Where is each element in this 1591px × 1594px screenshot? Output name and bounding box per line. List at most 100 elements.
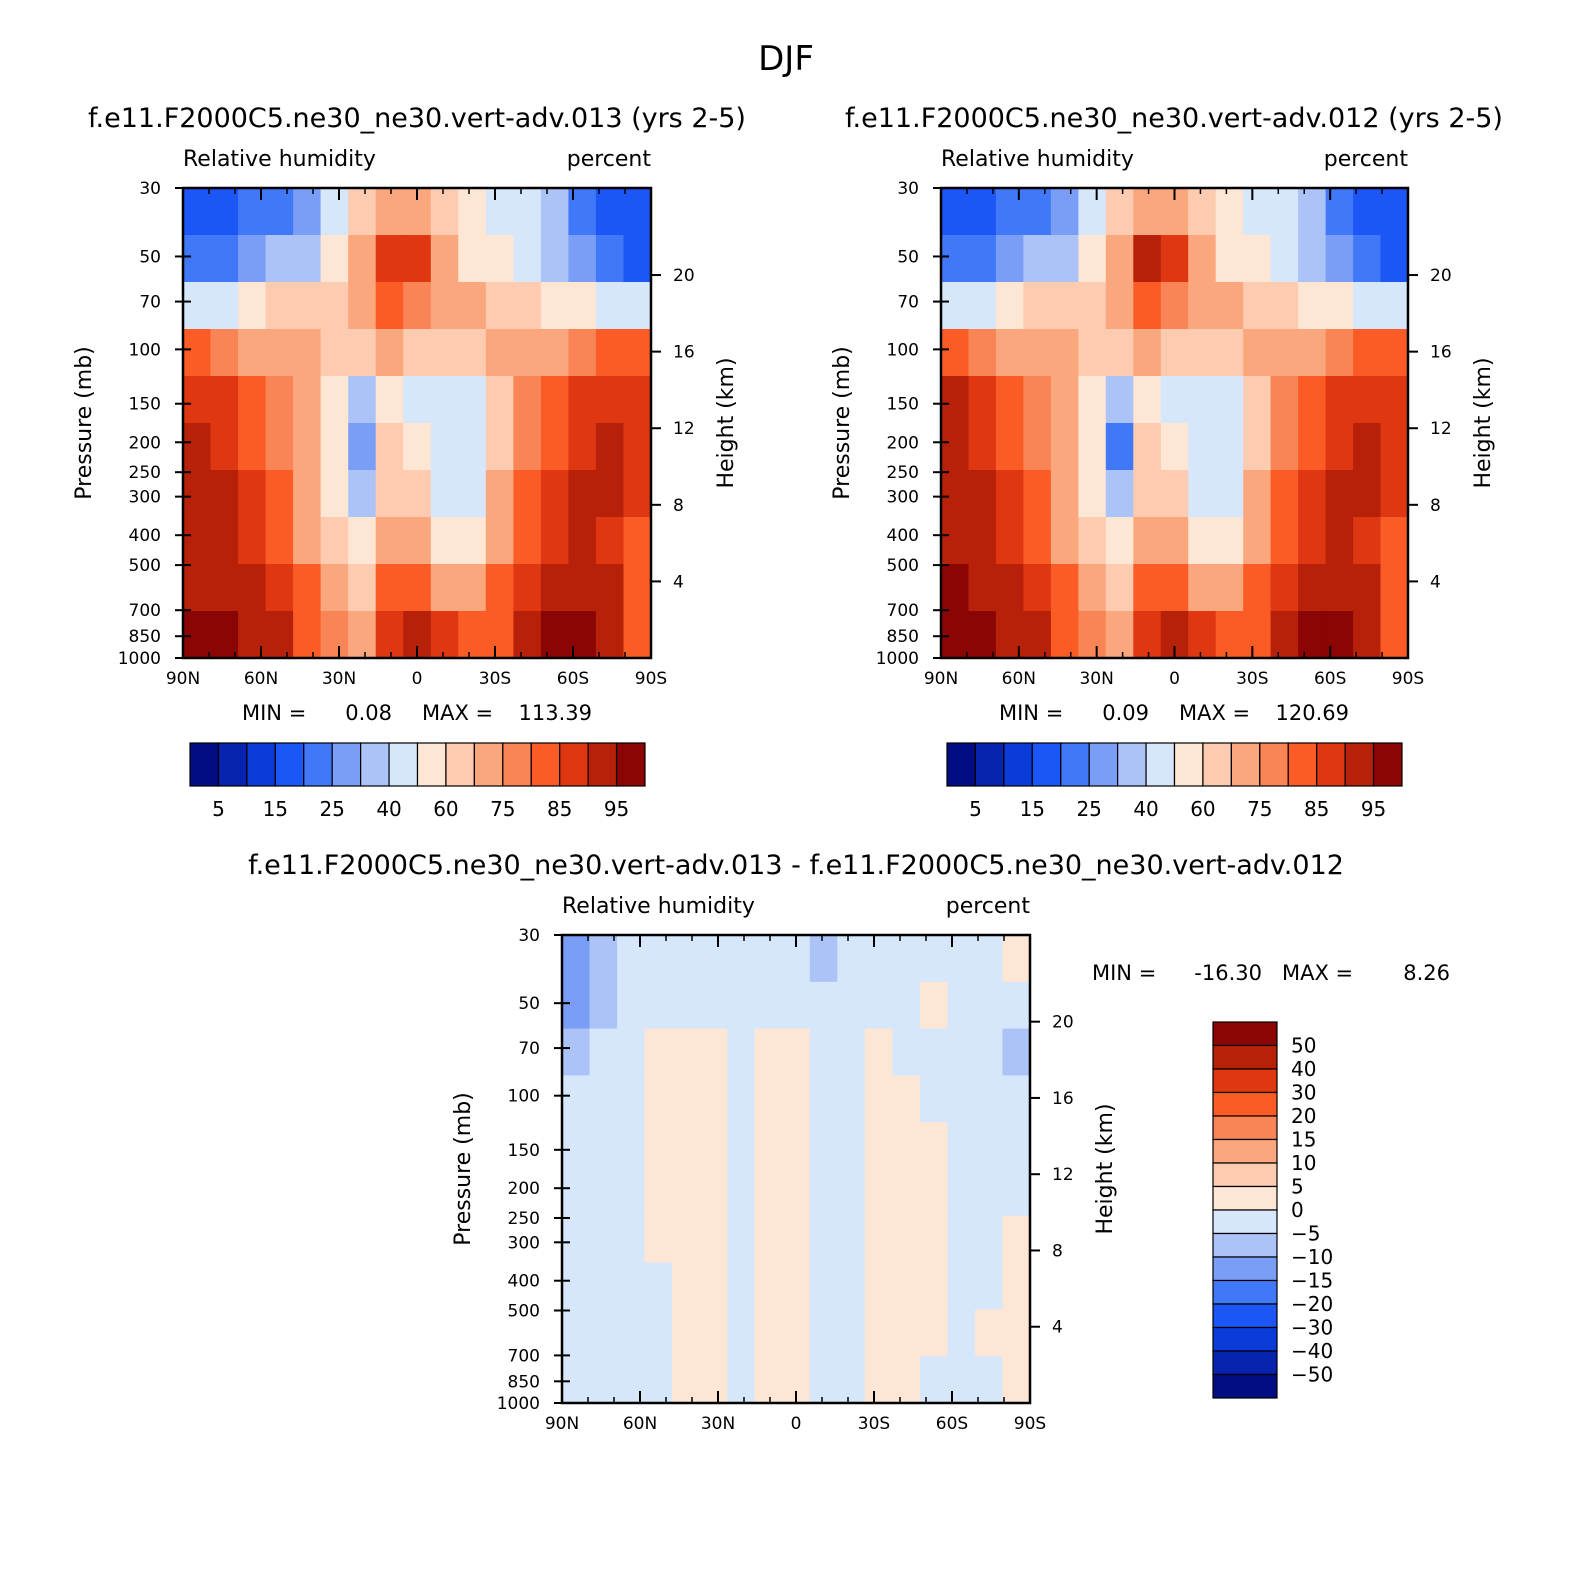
heatmap-cell xyxy=(293,282,322,330)
y-tick-label: 250 xyxy=(887,463,919,483)
heatmap-cell xyxy=(919,1309,948,1357)
heatmap-cell xyxy=(809,1075,838,1123)
heatmap-cell xyxy=(1298,188,1327,236)
heatmap-cell xyxy=(403,376,432,424)
heatmap-cell xyxy=(320,423,349,471)
heatmap-cell xyxy=(919,1122,948,1170)
heatmap-cell xyxy=(919,1215,948,1264)
heatmap-cell xyxy=(892,1309,921,1357)
left-string: Relative humidity xyxy=(562,894,755,919)
colorbar-box xyxy=(1212,1185,1278,1211)
heatmap-cell xyxy=(568,235,597,283)
colorbar-box xyxy=(1212,1350,1278,1376)
heatmap-cell xyxy=(265,188,294,236)
heatmap-cell xyxy=(995,517,1024,565)
heatmap-cell xyxy=(617,1169,646,1217)
heatmap-cell xyxy=(375,376,404,424)
heatmap-cell xyxy=(699,1309,728,1357)
colorbar-tick-label: −40 xyxy=(1291,1339,1333,1363)
right-string: percent xyxy=(1324,147,1409,172)
colorbar-box xyxy=(1088,742,1119,787)
heatmap-cell xyxy=(1133,470,1162,518)
heatmap-cell xyxy=(864,1309,893,1357)
heatmap-cell xyxy=(1325,517,1354,565)
heatmap-cell xyxy=(809,1215,838,1264)
heatmap-cell xyxy=(1160,235,1189,283)
y-tick-label: 150 xyxy=(508,1141,540,1161)
heatmap-cell xyxy=(348,235,377,283)
heatmap-cell xyxy=(1270,282,1299,330)
heatmap-cell xyxy=(568,423,597,471)
heatmap-cell xyxy=(265,235,294,283)
heatmap-cell xyxy=(623,188,652,236)
x-tick-label: 30S xyxy=(1236,669,1268,689)
heatmap-cell xyxy=(947,1309,976,1357)
heatmap-cell xyxy=(782,1309,811,1357)
heatmap-cell xyxy=(1078,188,1107,236)
heatmap-cell xyxy=(919,1356,948,1404)
heatmap-cell xyxy=(941,423,970,471)
heatmap-cell xyxy=(623,376,652,424)
y-right-tick-label: 20 xyxy=(1052,1013,1074,1033)
y-tick-label: 850 xyxy=(887,627,919,647)
heatmap-cell xyxy=(589,1356,618,1404)
colorbar-tick-label: 0 xyxy=(1291,1198,1304,1222)
heatmap-cell xyxy=(1002,1262,1031,1310)
heatmap-cell xyxy=(1188,235,1217,283)
heatmap-cell xyxy=(892,1028,921,1076)
colorbar-box xyxy=(1212,1138,1278,1164)
heatmap-cell xyxy=(430,470,459,518)
y-tick-label: 50 xyxy=(897,247,919,267)
y-right-axis-label: Height (km) xyxy=(714,357,739,488)
heatmap-cell xyxy=(754,1075,783,1123)
heatmap-cell xyxy=(1380,423,1409,471)
heatmap-cell xyxy=(562,1169,591,1217)
heatmap-cell xyxy=(1105,470,1134,518)
heatmap-cells xyxy=(562,935,1031,1404)
heatmap-cell xyxy=(403,517,432,565)
x-tick-label: 60N xyxy=(244,669,278,689)
min-label: MIN = xyxy=(1092,961,1156,985)
y-right-tick-label: 12 xyxy=(1430,419,1452,439)
colorbar-box xyxy=(1212,1044,1278,1070)
heatmap-cell xyxy=(485,376,514,424)
heatmap-cell xyxy=(513,235,542,283)
heatmap-cell xyxy=(458,423,487,471)
y-tick-label: 50 xyxy=(139,247,161,267)
heatmap-cell xyxy=(699,935,728,983)
heatmap-cell xyxy=(513,611,542,659)
heatmap-cell xyxy=(995,423,1024,471)
x-axis: 90N 60N 30N 0 30S 60S 90S xyxy=(924,188,1424,689)
heatmap-cell xyxy=(595,235,624,283)
y-tick-label: 30 xyxy=(139,179,161,199)
heatmap-cell xyxy=(947,1075,976,1123)
heatmap-cell xyxy=(589,1309,618,1357)
heatmap-cell xyxy=(210,188,239,236)
heatmap-cell xyxy=(513,470,542,518)
heatmap-cell xyxy=(348,282,377,330)
heatmap-cell xyxy=(403,423,432,471)
y-tick-label: 70 xyxy=(139,293,161,313)
heatmap-cell xyxy=(210,329,239,377)
heatmap-cell xyxy=(595,376,624,424)
heatmap-cell xyxy=(623,517,652,565)
panel-model-013: f.e11.F2000C5.ne30_ne30.vert-adv.013 (yr… xyxy=(72,103,746,821)
x-tick-label: 60S xyxy=(1314,669,1346,689)
x-tick-label: 90N xyxy=(545,1414,579,1434)
heatmap-cell xyxy=(1023,376,1052,424)
heatmap-cell xyxy=(589,1028,618,1076)
heatmap-cell xyxy=(1050,564,1079,612)
y-right-tick-label: 20 xyxy=(1430,266,1452,286)
heatmap-cell xyxy=(809,1309,838,1357)
heatmap-cell xyxy=(974,1309,1003,1357)
heatmap-cell xyxy=(1243,282,1272,330)
heatmap-cell xyxy=(947,981,976,1030)
heatmap-cell xyxy=(568,517,597,565)
y-right-tick-label: 8 xyxy=(1430,496,1441,516)
heatmap-cell xyxy=(837,1262,866,1310)
x-tick-label: 0 xyxy=(412,669,423,689)
heatmap-cell xyxy=(754,1262,783,1310)
heatmap-cell xyxy=(1298,282,1327,330)
heatmap-cell xyxy=(1160,517,1189,565)
